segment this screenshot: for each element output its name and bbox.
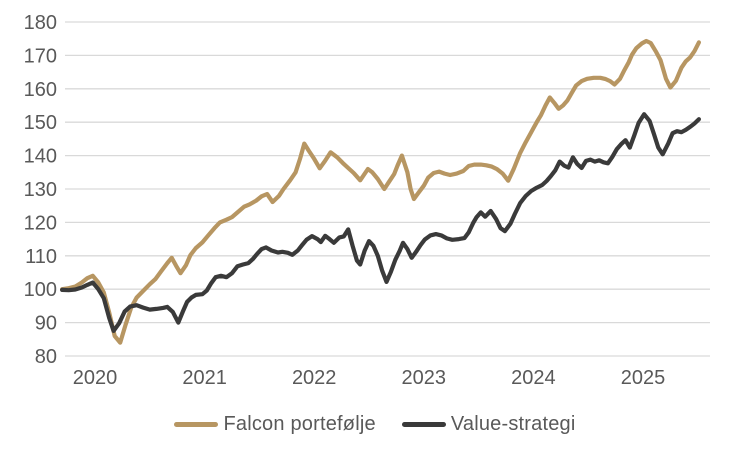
chart-legend: Falcon portefølje Value-strategi (0, 406, 750, 442)
value-legend-label: Value-strategi (450, 412, 576, 435)
x-axis-tick-label: 2025 (621, 367, 666, 389)
x-axis-tick-label: 2024 (511, 367, 556, 389)
y-axis-tick-label: 90 (35, 313, 57, 335)
value-line-swatch (401, 421, 446, 427)
x-axis-tick-label: 2020 (73, 367, 118, 389)
x-axis-tick-label: 2021 (182, 367, 227, 389)
y-axis-tick-label: 100 (24, 279, 57, 301)
falcon-series-path (60, 38, 701, 345)
y-axis-tick-label: 180 (24, 12, 57, 34)
y-axis-tick-label: 80 (35, 346, 57, 368)
y-axis-tick-label: 170 (24, 45, 57, 67)
legend-item-value: Value-strategi (401, 412, 576, 436)
value-series-path (60, 112, 701, 333)
y-axis-tick-label: 120 (24, 212, 57, 234)
legend-item-falcon: Falcon portefølje (174, 412, 376, 436)
y-axis-tick-label: 140 (24, 146, 57, 168)
y-axis-labels: 80 90 100 110 120 130 140 150 160 170 180 (24, 12, 57, 368)
falcon-line-swatch (174, 421, 219, 427)
x-axis-tick-label: 2023 (402, 367, 447, 389)
y-axis-tick-label: 110 (25, 246, 57, 268)
y-axis-tick-label: 160 (24, 79, 57, 101)
y-axis-tick-label: 130 (24, 179, 57, 201)
y-axis-tick-label: 150 (24, 112, 57, 134)
gridlines (65, 21, 710, 357)
series-lines (60, 38, 701, 345)
x-axis-tick-label: 2022 (292, 367, 337, 389)
x-axis-labels: 2020 2021 2022 2023 2024 2025 (73, 367, 666, 389)
falcon-legend-label: Falcon portefølje (223, 412, 376, 435)
